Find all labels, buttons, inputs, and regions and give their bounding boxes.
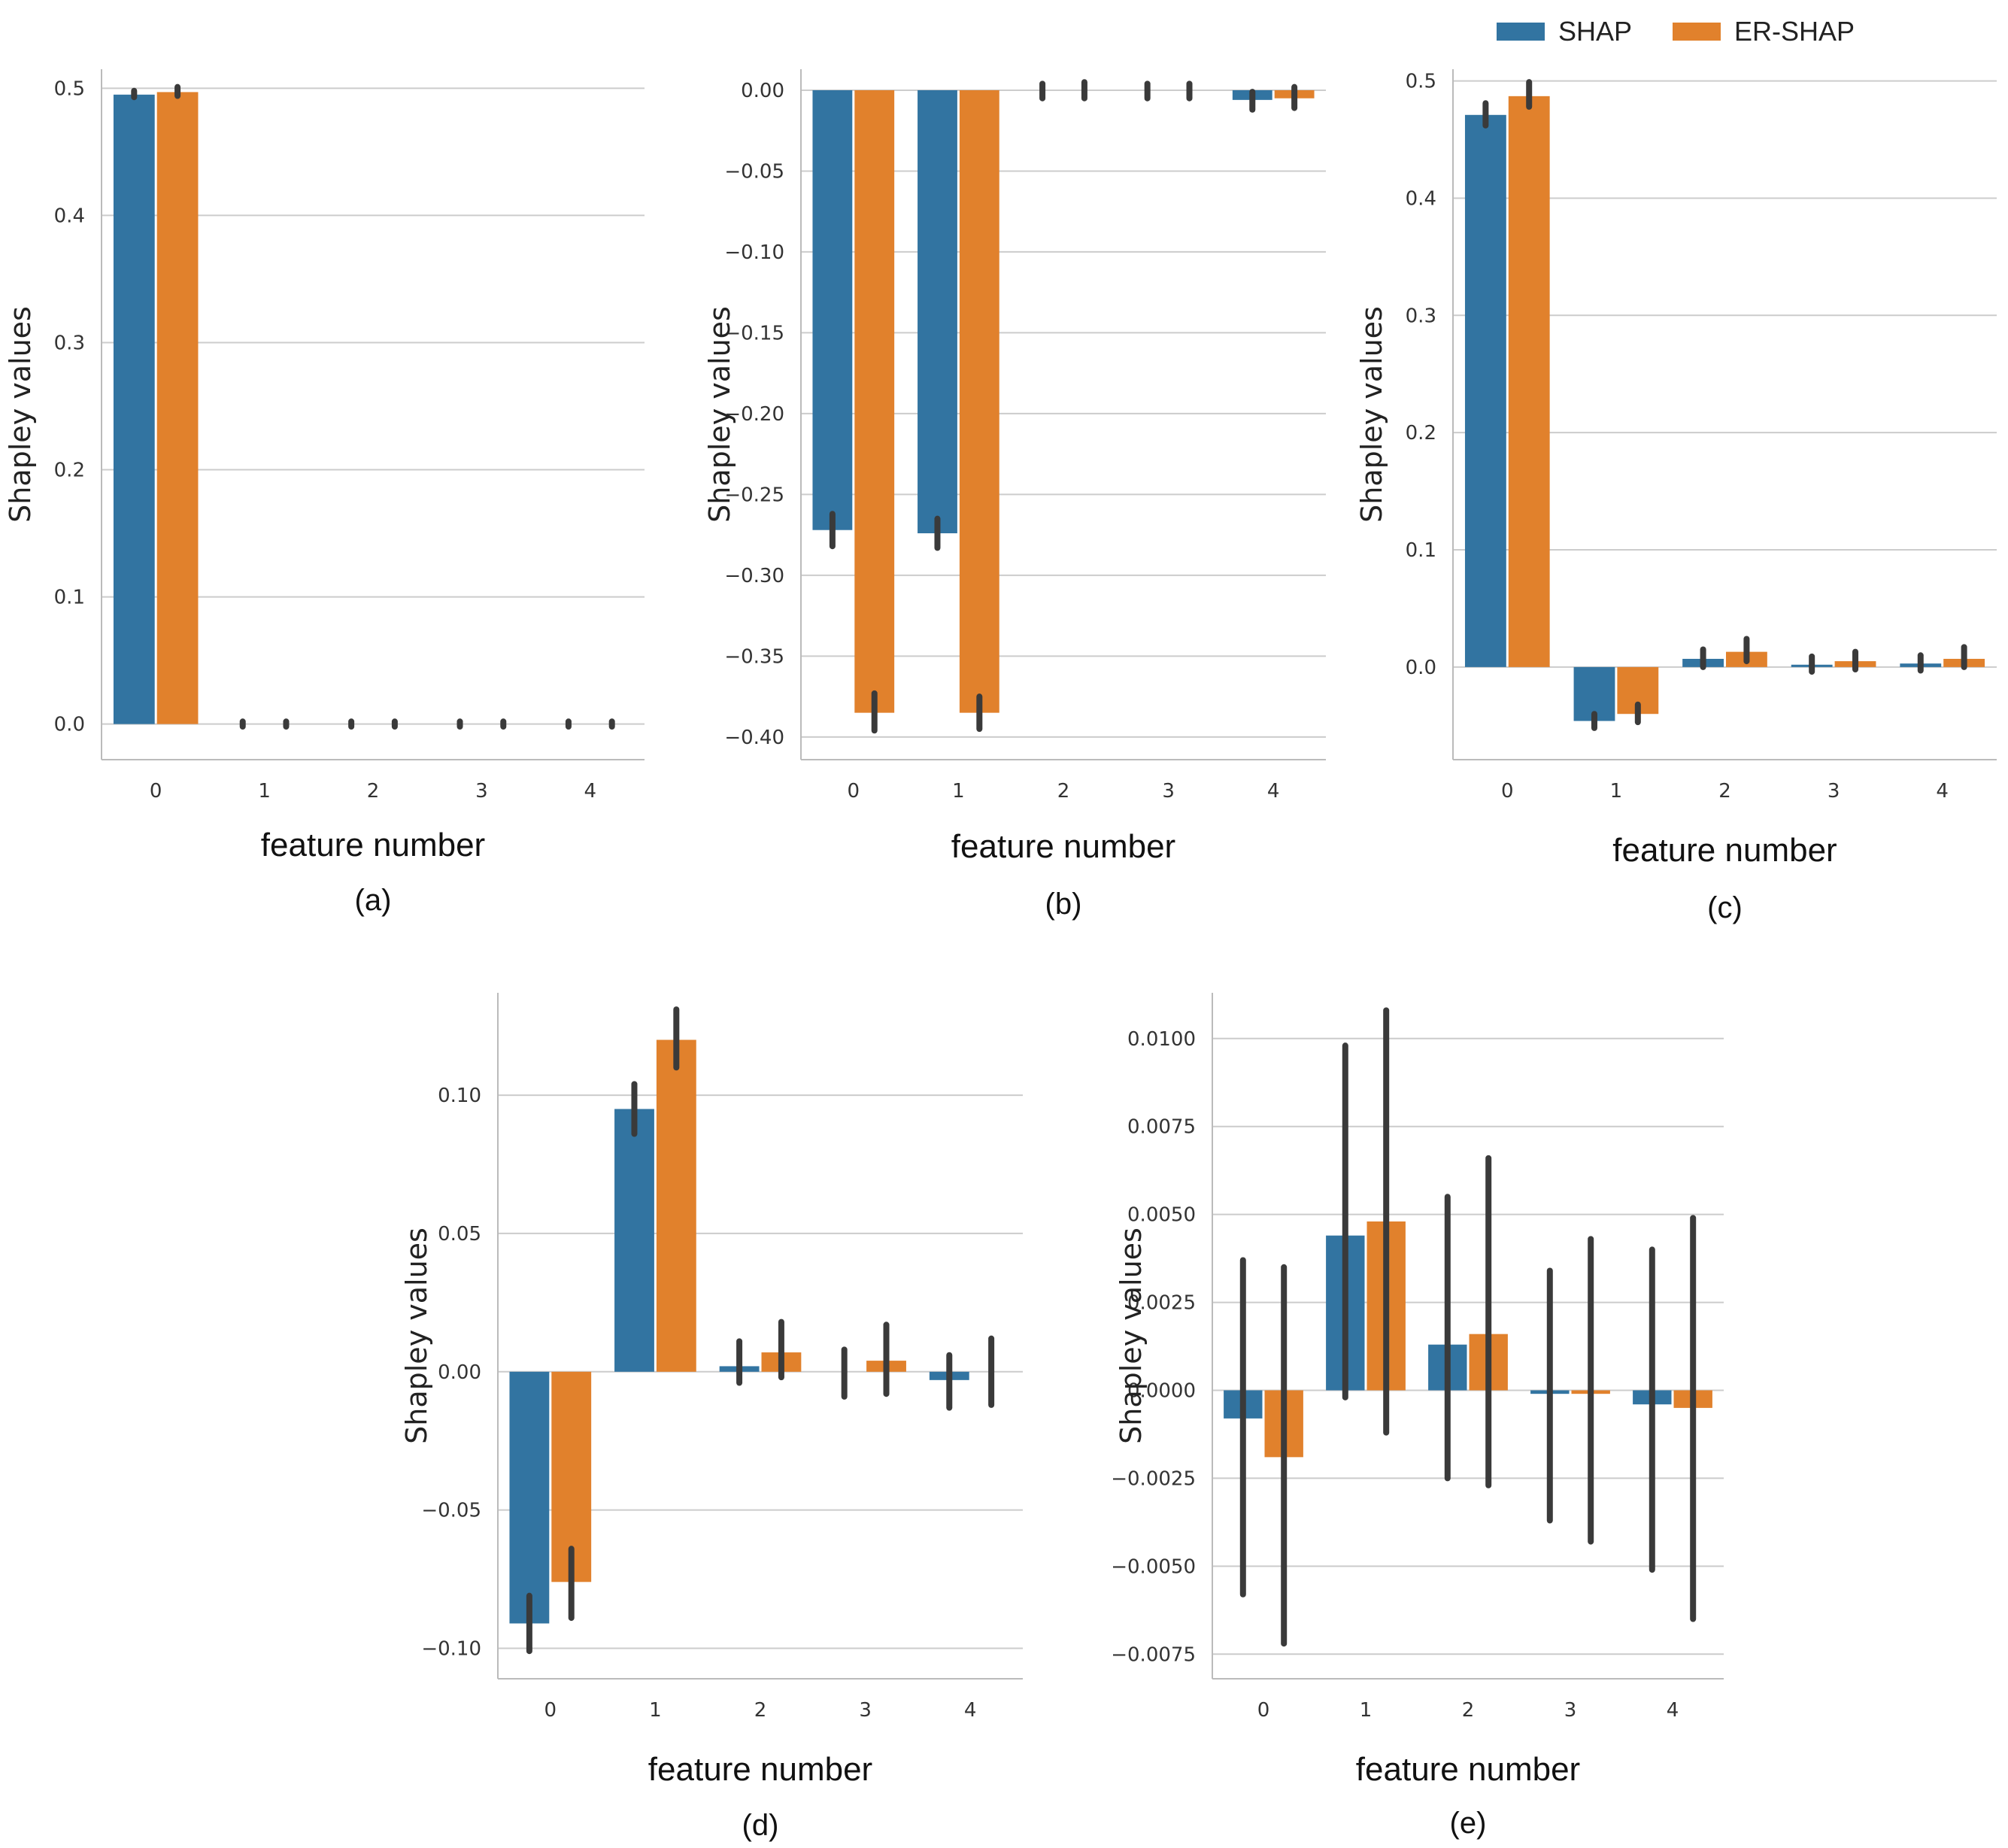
panel-caption: (e) — [1450, 1807, 1487, 1840]
y-axis-label: Shapley values — [1355, 306, 1388, 523]
bar-er-shap-feature-0 — [156, 92, 199, 724]
y-axis-label: Shapley values — [703, 306, 736, 523]
x-tick-label: 4 — [1267, 780, 1280, 803]
x-tick-label: 4 — [1667, 1699, 1679, 1722]
x-tick-label: 1 — [649, 1699, 662, 1722]
y-tick-label: 0.00 — [438, 1361, 481, 1384]
x-tick-label: 2 — [367, 780, 380, 803]
legend: SHAP ER-SHAP — [1497, 16, 1855, 47]
y-tick-label: 0.0025 — [1127, 1292, 1196, 1315]
y-tick-label: 0.05 — [438, 1223, 481, 1246]
y-tick-label: −0.0075 — [1111, 1643, 1196, 1666]
x-tick-label: 3 — [859, 1699, 872, 1722]
x-axis-label: feature number — [261, 827, 485, 863]
y-tick-label: −0.35 — [724, 645, 784, 668]
panel-caption: (c) — [1707, 891, 1743, 924]
y-tick-label: 0.2 — [1406, 422, 1436, 445]
legend-swatch-shap — [1497, 23, 1545, 41]
panel-caption: (d) — [742, 1809, 779, 1842]
y-tick-label: 0.5 — [1406, 71, 1436, 93]
x-tick-label: 3 — [1828, 780, 1840, 803]
y-tick-label: 0.0 — [54, 714, 85, 736]
y-tick-label: 0.3 — [54, 332, 85, 354]
y-tick-label: −0.15 — [724, 322, 784, 344]
x-axis-label: feature number — [1356, 1751, 1580, 1788]
bar-shap-feature-0 — [113, 94, 155, 724]
y-tick-label: −0.05 — [421, 1500, 481, 1522]
x-tick-label: 1 — [258, 780, 271, 803]
x-tick-label: 0 — [1257, 1699, 1270, 1722]
x-tick-label: 2 — [1718, 780, 1731, 803]
y-axis-label: Shapley values — [4, 306, 37, 523]
bar-shap-feature-0 — [812, 90, 853, 530]
x-tick-label: 1 — [1360, 1699, 1373, 1722]
y-tick-label: 0.1 — [54, 587, 85, 609]
chart-panel-4: 0.10 0.05 0.00 −0.05 −0.10 0 1 2 3 4 Shapley value… — [400, 993, 1023, 1842]
y-tick-label: 0.4 — [54, 205, 85, 227]
y-tick-label: 0.2 — [54, 460, 85, 482]
x-tick-label: 0 — [1501, 780, 1514, 803]
y-tick-label: 0.0050 — [1127, 1204, 1196, 1227]
x-axis-label: feature number — [1612, 832, 1837, 869]
chart-panel-3: 0.0 0.1 0.2 0.3 0.4 0.5 0 1 2 3 4 Shapley values fea… — [1355, 69, 1997, 924]
y-tick-label: −0.40 — [724, 727, 784, 749]
x-tick-label: 2 — [754, 1699, 767, 1722]
panel-caption: (b) — [1045, 888, 1082, 921]
y-axis-label: Shapley values — [400, 1227, 433, 1444]
x-tick-label: 1 — [952, 780, 965, 803]
y-tick-label: 0.00 — [741, 80, 784, 102]
y-tick-label: 0.0100 — [1127, 1028, 1196, 1051]
y-tick-label: −0.30 — [724, 565, 784, 587]
y-tick-label: 0.1 — [1406, 539, 1436, 562]
panel-caption: (a) — [355, 884, 392, 917]
bar-shap-feature-1 — [918, 90, 957, 534]
bar-shap-feature-0 — [509, 1371, 550, 1624]
x-axis-label: feature number — [648, 1751, 872, 1788]
bar-er-shap-feature-0 — [1508, 96, 1550, 667]
x-tick-label: 4 — [964, 1699, 977, 1722]
y-tick-label: −0.0050 — [1111, 1555, 1196, 1578]
y-tick-label: 0.0075 — [1127, 1116, 1196, 1139]
x-tick-label: 4 — [1936, 780, 1949, 803]
y-tick-label: −0.10 — [421, 1638, 481, 1661]
x-tick-label: 2 — [1057, 780, 1070, 803]
y-tick-label: −0.05 — [724, 160, 784, 183]
y-tick-label: 0.4 — [1406, 187, 1436, 210]
y-tick-label: −0.0025 — [1111, 1467, 1196, 1490]
x-tick-label: 0 — [150, 780, 162, 803]
x-tick-label: 0 — [544, 1699, 557, 1722]
y-tick-label: 0.5 — [54, 77, 85, 100]
x-tick-label: 3 — [475, 780, 488, 803]
x-tick-label: 4 — [584, 780, 597, 803]
chart-panel-1: 0.0 0.1 0.2 0.3 0.4 0.5 0 1 2 3 4 Shapley values fea… — [4, 69, 645, 917]
x-tick-label: 1 — [1610, 780, 1623, 803]
legend-label-shap: SHAP — [1558, 16, 1632, 47]
x-axis-label: feature number — [951, 828, 1175, 865]
y-tick-label: −0.20 — [724, 403, 784, 426]
y-tick-label: 0.3 — [1406, 305, 1436, 327]
y-tick-label: −0.25 — [724, 484, 784, 506]
bar-er-shap-feature-1 — [656, 1039, 696, 1372]
y-tick-label: 0.0000 — [1127, 1379, 1196, 1402]
y-tick-label: −0.10 — [724, 241, 784, 264]
chart-panel-2: 0.00 −0.05 −0.10 −0.15 −0.20 −0.25 −0.30 −0.35 −… — [703, 69, 1326, 921]
bar-shap-feature-1 — [614, 1109, 654, 1372]
legend-swatch-er-shap — [1673, 23, 1721, 41]
legend-label-er-shap: ER-SHAP — [1734, 16, 1855, 47]
x-tick-label: 3 — [1162, 780, 1175, 803]
bar-shap-feature-0 — [1464, 114, 1506, 667]
y-tick-label: 0.10 — [438, 1085, 481, 1107]
chart-panel-5: 0.0100 0.0075 0.0050 0.0025 0.0000 −0.0025 −0.… — [1111, 993, 1724, 1840]
x-tick-label: 3 — [1564, 1699, 1577, 1722]
y-axis-label: Shapley values — [1115, 1227, 1148, 1444]
bar-er-shap-feature-0 — [854, 90, 895, 713]
x-tick-label: 2 — [1462, 1699, 1475, 1722]
y-tick-label: 0.0 — [1406, 657, 1436, 679]
bar-er-shap-feature-1 — [959, 90, 999, 713]
x-tick-label: 0 — [848, 780, 860, 803]
